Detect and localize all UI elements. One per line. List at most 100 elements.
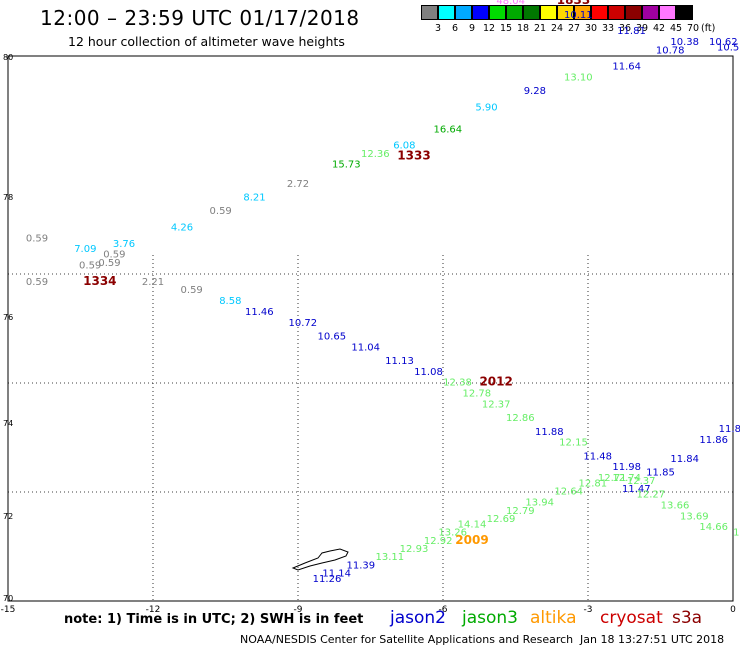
- wave-height-label: 11.86: [699, 435, 728, 446]
- wave-height-label: 12.74: [612, 473, 641, 484]
- wave-height-label: 11.87: [719, 424, 740, 435]
- color-swatch: [591, 5, 608, 20]
- wave-height-label: 0.59: [98, 258, 120, 269]
- color-swatch: [421, 5, 438, 20]
- color-swatch: [642, 5, 659, 20]
- wave-height-label: 16.64: [434, 124, 463, 135]
- wave-height-label: 8.58: [219, 296, 241, 307]
- wave-height-label: 13.11: [376, 552, 405, 563]
- wave-height-label: 10.65: [318, 331, 347, 342]
- y-tick-label: 74: [3, 419, 13, 428]
- wave-height-label: 13.66: [661, 500, 690, 511]
- color-scale-label: 33: [601, 23, 615, 34]
- color-scale-label: 36: [618, 23, 632, 34]
- color-swatch: [557, 5, 574, 20]
- wave-height-label: 10.78: [656, 45, 685, 56]
- wave-height-label: 11.14: [322, 568, 351, 579]
- wave-height-label: 13.26: [438, 528, 467, 539]
- wave-height-label: 8.21: [243, 192, 265, 203]
- wave-height-label: 12.37: [627, 476, 656, 487]
- color-swatch: [438, 5, 455, 20]
- wave-height-label: 10.5: [717, 43, 739, 54]
- x-tick-label: 0: [730, 605, 736, 615]
- color-scale-unit: (ft): [701, 23, 716, 34]
- wave-height-label: 0.59: [181, 285, 203, 296]
- wave-height-label: 13.69: [680, 511, 709, 522]
- color-scale-label: 3: [434, 23, 442, 34]
- wave-height-label: 2.72: [287, 179, 309, 190]
- wave-height-label: 12.15: [559, 438, 588, 449]
- x-tick-label: -3: [584, 605, 593, 615]
- y-tick-label: 78: [3, 193, 13, 202]
- wave-height-label: 11.64: [612, 62, 641, 73]
- wave-height-label: 7.09: [74, 244, 96, 255]
- color-swatch: [574, 5, 591, 20]
- wave-height-label: 6.08: [393, 141, 415, 152]
- generated-timestamp: Jan 18 13:27:51 UTC 2018: [580, 633, 725, 646]
- wave-height-label: 12.64: [554, 487, 583, 498]
- wave-height-label: 12.36: [361, 149, 390, 160]
- color-scale-label: 6: [451, 23, 459, 34]
- pass-time-label: 2009: [455, 533, 488, 547]
- wave-height-label: 12.92: [424, 536, 453, 547]
- wave-height-label: 10.72: [289, 318, 318, 329]
- pass-time-label: 1334: [83, 274, 116, 288]
- wave-height-label: 14.66: [699, 522, 728, 533]
- wave-height-label: 3.76: [113, 239, 135, 250]
- y-tick-label: 72: [3, 512, 13, 521]
- legend-altika: altika: [530, 608, 577, 628]
- wave-height-label: 11.47: [622, 484, 651, 495]
- wave-height-label: 5.90: [475, 103, 497, 114]
- wave-height-label: 12.79: [506, 506, 535, 517]
- units-note: note: 1) Time is in UTC; 2) SWH is in fe…: [64, 612, 364, 627]
- wave-height-label: 9.28: [524, 86, 546, 97]
- color-scale-label: 42: [652, 23, 666, 34]
- x-tick-label: -9: [294, 605, 303, 615]
- wave-height-label: 10.38: [670, 37, 699, 48]
- wave-height-label: 11.04: [351, 342, 380, 353]
- color-swatch: [625, 5, 642, 20]
- color-swatch: [608, 5, 625, 20]
- x-tick-label: -12: [146, 605, 161, 615]
- legend-s3a: s3a: [672, 608, 703, 628]
- color-swatch: [489, 5, 506, 20]
- wave-height-label: 11.98: [612, 462, 641, 473]
- wave-height-label: 11.39: [347, 560, 376, 571]
- wave-height-label: 0.59: [26, 233, 48, 244]
- color-swatch: [455, 5, 472, 20]
- wave-height-label: 15.73: [332, 160, 361, 171]
- pass-time-label: 1833: [557, 0, 590, 7]
- legend-jason3: jason3: [462, 608, 518, 628]
- y-tick-label: 76: [3, 313, 13, 322]
- wave-height-label: 12.38: [443, 378, 472, 389]
- color-scale-label: 45: [669, 23, 683, 34]
- x-tick-label: -15: [1, 605, 16, 615]
- color-swatch: [523, 5, 540, 20]
- wave-height-label: 12.27: [637, 489, 666, 500]
- wave-height-label: 11.08: [414, 367, 443, 378]
- wave-height-label: 11.48: [583, 451, 612, 462]
- credit-line: NOAA/NESDIS Center for Satellite Applica…: [240, 633, 574, 646]
- pass-time-label: 2012: [479, 375, 512, 389]
- island-coastline: [291, 548, 349, 571]
- wave-height-label: 0.59: [79, 261, 101, 272]
- wave-height-label: 13.94: [525, 498, 554, 509]
- color-scale-label: 27: [567, 23, 581, 34]
- wave-height-label: 2.21: [142, 277, 164, 288]
- color-scale-label: 9: [468, 23, 476, 34]
- color-swatch: [472, 5, 489, 20]
- legend-cryosat: cryosat: [600, 608, 663, 628]
- wave-height-label: 12.78: [463, 389, 492, 400]
- pass-time-label: 1333: [397, 149, 430, 163]
- x-tick-label: -6: [439, 605, 448, 615]
- color-scale-label: 39: [635, 23, 649, 34]
- wave-height-label: 11.88: [535, 427, 564, 438]
- color-swatch: [540, 5, 557, 20]
- wave-height-label: 13.64: [733, 528, 740, 539]
- y-tick-label: 70: [3, 594, 13, 603]
- wave-height-label: 12.86: [506, 413, 535, 424]
- color-scale-label: 15: [499, 23, 513, 34]
- wave-height-label: 0.59: [26, 277, 48, 288]
- wave-height-label: 12.93: [400, 544, 429, 555]
- wave-height-label: 13.10: [564, 73, 593, 84]
